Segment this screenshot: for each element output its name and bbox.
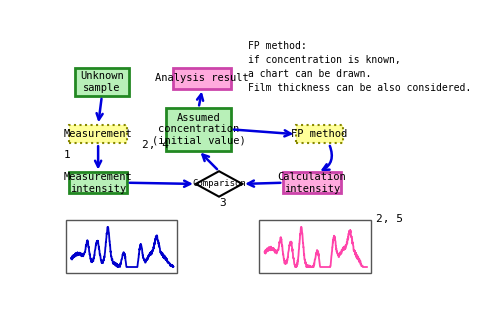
Text: 2, 4: 2, 4 (142, 140, 169, 150)
FancyBboxPatch shape (283, 172, 341, 193)
FancyBboxPatch shape (296, 125, 343, 143)
FancyBboxPatch shape (173, 68, 231, 89)
Bar (66, 220, 177, 273)
Text: Measurement: Measurement (64, 129, 132, 139)
FancyBboxPatch shape (69, 125, 127, 143)
Text: Measurement
intensity: Measurement intensity (64, 172, 132, 193)
Text: Calculation
intensity: Calculation intensity (277, 172, 347, 193)
Polygon shape (196, 171, 242, 197)
FancyBboxPatch shape (75, 68, 129, 96)
Text: 2, 5: 2, 5 (376, 214, 403, 224)
Text: 3: 3 (219, 198, 226, 208)
Text: Analysis result: Analysis result (156, 73, 249, 83)
FancyBboxPatch shape (69, 172, 127, 193)
Bar (259, 220, 371, 273)
Text: FP method:
if concentration is known,
a chart can be drawn.
Film thickness can b: FP method: if concentration is known, a … (248, 42, 471, 94)
Text: 1: 1 (64, 150, 71, 160)
Text: FP method: FP method (291, 129, 348, 139)
Text: Assumed
concentration
(initial value): Assumed concentration (initial value) (152, 113, 245, 146)
Text: Unknown
sample: Unknown sample (80, 71, 124, 93)
Text: Comparison: Comparison (192, 180, 246, 188)
FancyBboxPatch shape (166, 108, 231, 151)
